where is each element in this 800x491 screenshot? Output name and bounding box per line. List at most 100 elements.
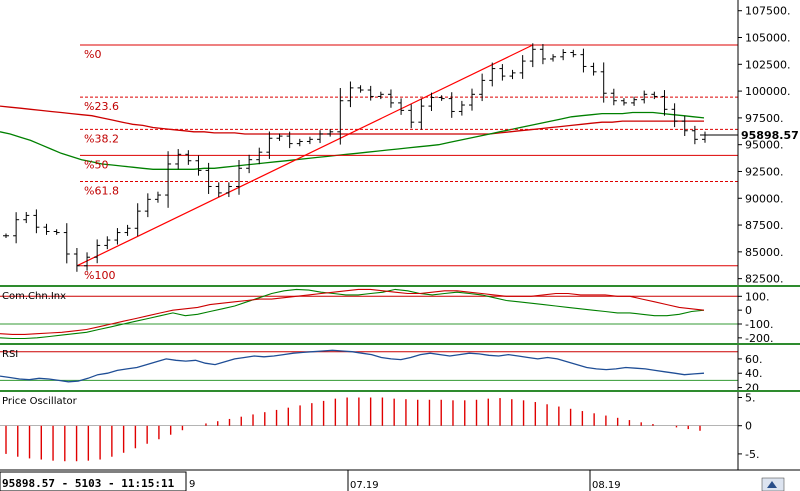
ohlc-bar[interactable] (104, 236, 111, 250)
ohlc-bar[interactable] (448, 92, 455, 118)
ohlc-bar[interactable] (43, 223, 50, 235)
ohlc-bar[interactable] (306, 136, 313, 145)
ohlc-bar[interactable] (438, 95, 445, 101)
ohlc-bar[interactable] (63, 223, 70, 264)
ohlc-bar[interactable] (185, 150, 192, 165)
ohlc-bar[interactable] (620, 98, 627, 106)
ohlc-bar[interactable] (236, 160, 242, 195)
ohlc-bar[interactable] (94, 239, 101, 264)
fib-level-label: %23.6 (84, 100, 119, 113)
ohlc-bar[interactable] (225, 182, 232, 198)
ohlc-bar[interactable] (651, 91, 658, 100)
ohlc-bar[interactable] (590, 62, 597, 76)
date-label: 07.19 (350, 480, 379, 491)
cci-axis-label: 100. (745, 290, 770, 303)
ohlc-bar[interactable] (256, 147, 263, 165)
cci-title: Com.Chn.Inx (2, 291, 66, 302)
ohlc-bar[interactable] (23, 212, 30, 224)
ohlc-bar[interactable] (73, 247, 80, 272)
ohlc-bar[interactable] (114, 228, 121, 245)
ohlc-bar[interactable] (570, 49, 577, 58)
rsi-axis-label: 40. (745, 367, 763, 380)
corner-icon[interactable] (761, 477, 785, 491)
price-axis-label: 105000. (745, 32, 791, 45)
ohlc-bar[interactable] (296, 138, 303, 147)
ohlc-bar[interactable] (246, 154, 253, 174)
ohlc-bar[interactable] (631, 96, 638, 106)
ohlc-bar[interactable] (134, 203, 141, 237)
ohlc-bar[interactable] (33, 209, 40, 234)
fib-level-label: %61.8 (84, 184, 119, 197)
cci-signal-line (0, 288, 705, 340)
ohlc-bar[interactable] (641, 90, 648, 104)
ohlc-bar[interactable] (509, 69, 516, 80)
ohlc-bar[interactable] (661, 90, 668, 116)
ohlc-bar[interactable] (529, 43, 536, 68)
oscillator-axis-label: 5. (745, 392, 756, 405)
price-axis-label: 92500. (745, 165, 784, 178)
ohlc-bar[interactable] (610, 88, 617, 106)
ohlc-bar[interactable] (266, 131, 273, 159)
ohlc-bar[interactable] (286, 131, 293, 149)
price-axis-label: 97500. (745, 112, 784, 125)
price-panel[interactable]: %0 %23.6 %38.2 %50 %61.8 %100 82500. 85000. 8750… (0, 5, 799, 286)
ohlc-bar[interactable] (53, 229, 60, 235)
moving-average-short (0, 111, 705, 170)
ohlc-bar[interactable] (408, 104, 415, 129)
ohlc-bar[interactable] (671, 103, 678, 128)
ohlc-bar[interactable] (205, 162, 212, 194)
ohlc-bar[interactable] (580, 48, 587, 73)
trendline[interactable] (76, 44, 534, 267)
ohlc-bar[interactable] (215, 182, 222, 198)
cci-axis-label: -100. (745, 318, 773, 331)
ohlc-bar[interactable] (327, 129, 334, 137)
ohlc-bar[interactable] (337, 87, 344, 145)
ohlc-bar[interactable] (550, 54, 557, 62)
ohlc-bar[interactable] (489, 62, 496, 87)
ohlc-bar[interactable] (702, 131, 708, 143)
fib-level-label: %0 (84, 48, 101, 61)
cci-axis-label: 0 (745, 304, 752, 317)
ohlc-bar[interactable] (367, 85, 374, 101)
cci-panel[interactable]: Com.Chn.Inx 100.0-100.-200. (0, 288, 773, 345)
ohlc-bar[interactable] (175, 149, 182, 170)
ohlc-bar[interactable] (165, 151, 172, 208)
ohlc-bar[interactable] (276, 133, 283, 141)
price-axis-label: 100000. (745, 85, 791, 98)
oscillator-axis-label: -5. (745, 448, 759, 461)
ohlc-bar[interactable] (347, 81, 354, 108)
oscillator-axis-label: 0 (745, 420, 752, 433)
ohlc-bar[interactable] (3, 233, 9, 239)
ohlc-bar[interactable] (357, 85, 364, 93)
ohlc-bar[interactable] (428, 92, 435, 111)
ohlc-bar[interactable] (691, 125, 698, 145)
ohlc-bar[interactable] (479, 73, 486, 102)
price-axis-label: 85000. (745, 246, 784, 259)
ohlc-bar[interactable] (539, 44, 546, 65)
ohlc-bar[interactable] (124, 224, 131, 236)
ohlc-bar[interactable] (377, 91, 384, 100)
ohlc-bar[interactable] (560, 49, 567, 61)
ohlc-bar[interactable] (144, 193, 151, 218)
ohlc-bar[interactable] (195, 155, 202, 176)
ohlc-bar[interactable] (458, 100, 465, 116)
ohlc-bar[interactable] (469, 88, 475, 111)
price-oscillator-panel[interactable]: Price Oscillator 5. 0 -5. 07.19 08.19 (0, 392, 759, 491)
ohlc-bar[interactable] (600, 62, 607, 103)
ohlc-bar[interactable] (387, 89, 394, 108)
ohlc-bar[interactable] (418, 98, 425, 130)
price-axis-label: 82500. (745, 273, 784, 286)
ohlc-bar[interactable] (519, 55, 526, 79)
ohlc-bar[interactable] (317, 130, 324, 144)
ohlc-bar[interactable] (84, 252, 91, 271)
date-label: 08.19 (592, 480, 621, 491)
ohlc-bar[interactable] (398, 98, 405, 115)
rsi-panel[interactable]: RSI 60.40.20. (0, 349, 763, 395)
ohlc-bar[interactable] (499, 64, 506, 81)
price-axis-label: 87500. (745, 219, 784, 232)
ohlc-bar[interactable] (154, 191, 161, 203)
ohlc-bar[interactable] (681, 115, 688, 136)
rsi-axis-label: 60. (745, 353, 763, 366)
ohlc-bar[interactable] (13, 212, 20, 244)
